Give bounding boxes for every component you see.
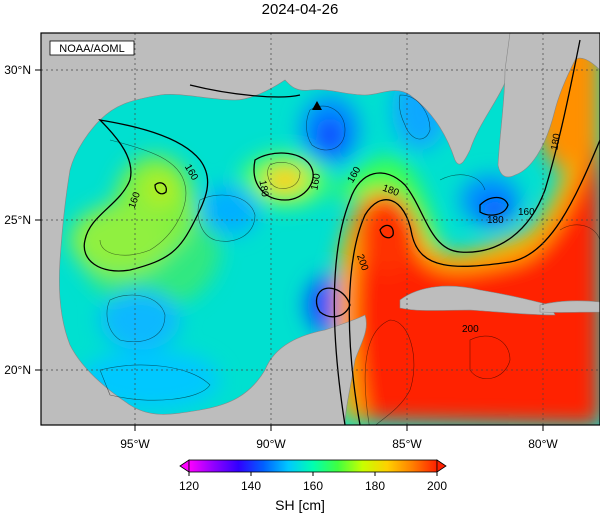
colorbar-tick-label: 160 <box>303 479 323 493</box>
grid <box>41 33 600 425</box>
land <box>41 33 600 425</box>
lon-tick-label: 90°W <box>256 437 286 451</box>
contours-major <box>83 39 600 425</box>
colorbar-tick-label: 180 <box>365 479 385 493</box>
contours-minor <box>99 94 600 425</box>
axis-labels: 95°W 90°W 85°W 80°W 30°N 25°N 20°N <box>4 63 558 451</box>
colorbar-min-arrow <box>179 459 190 473</box>
credit-box <box>49 40 135 56</box>
map-field: 160 160 160 180 160 180 160 180 200 200 … <box>41 33 600 425</box>
colorbar-tick-label: 120 <box>179 479 199 493</box>
contour-label: 180 <box>549 132 563 151</box>
triangle-marker <box>312 101 322 110</box>
map-frame <box>40 32 600 426</box>
map-title: 2024-04-26 <box>261 1 339 18</box>
axis-ticks <box>35 69 544 431</box>
colorbar-bar <box>188 459 438 473</box>
colorbar-max-arrow <box>436 459 447 473</box>
lon-tick-label: 85°W <box>392 437 422 451</box>
colorbar-label: SH [cm] <box>275 497 325 513</box>
contour-label: 180 <box>487 215 504 226</box>
lon-tick-label: 80°W <box>528 437 558 451</box>
lon-tick-label: 95°W <box>120 437 150 451</box>
contour-label: 200 <box>462 324 479 335</box>
lat-tick-label: 25°N <box>4 213 31 227</box>
credit-label: NOAA/AOML <box>59 43 124 55</box>
lat-tick-label: 20°N <box>4 363 31 377</box>
contour-label: 160 <box>309 172 323 191</box>
lat-tick-label: 30°N <box>4 63 31 77</box>
contour-label: 180 <box>256 179 270 198</box>
colorbar: 120 140 160 180 200 <box>179 459 447 493</box>
contour-label: 160 <box>518 207 535 218</box>
colorbar-tick-label: 200 <box>427 479 447 493</box>
colorbar-tick-label: 140 <box>241 479 261 493</box>
